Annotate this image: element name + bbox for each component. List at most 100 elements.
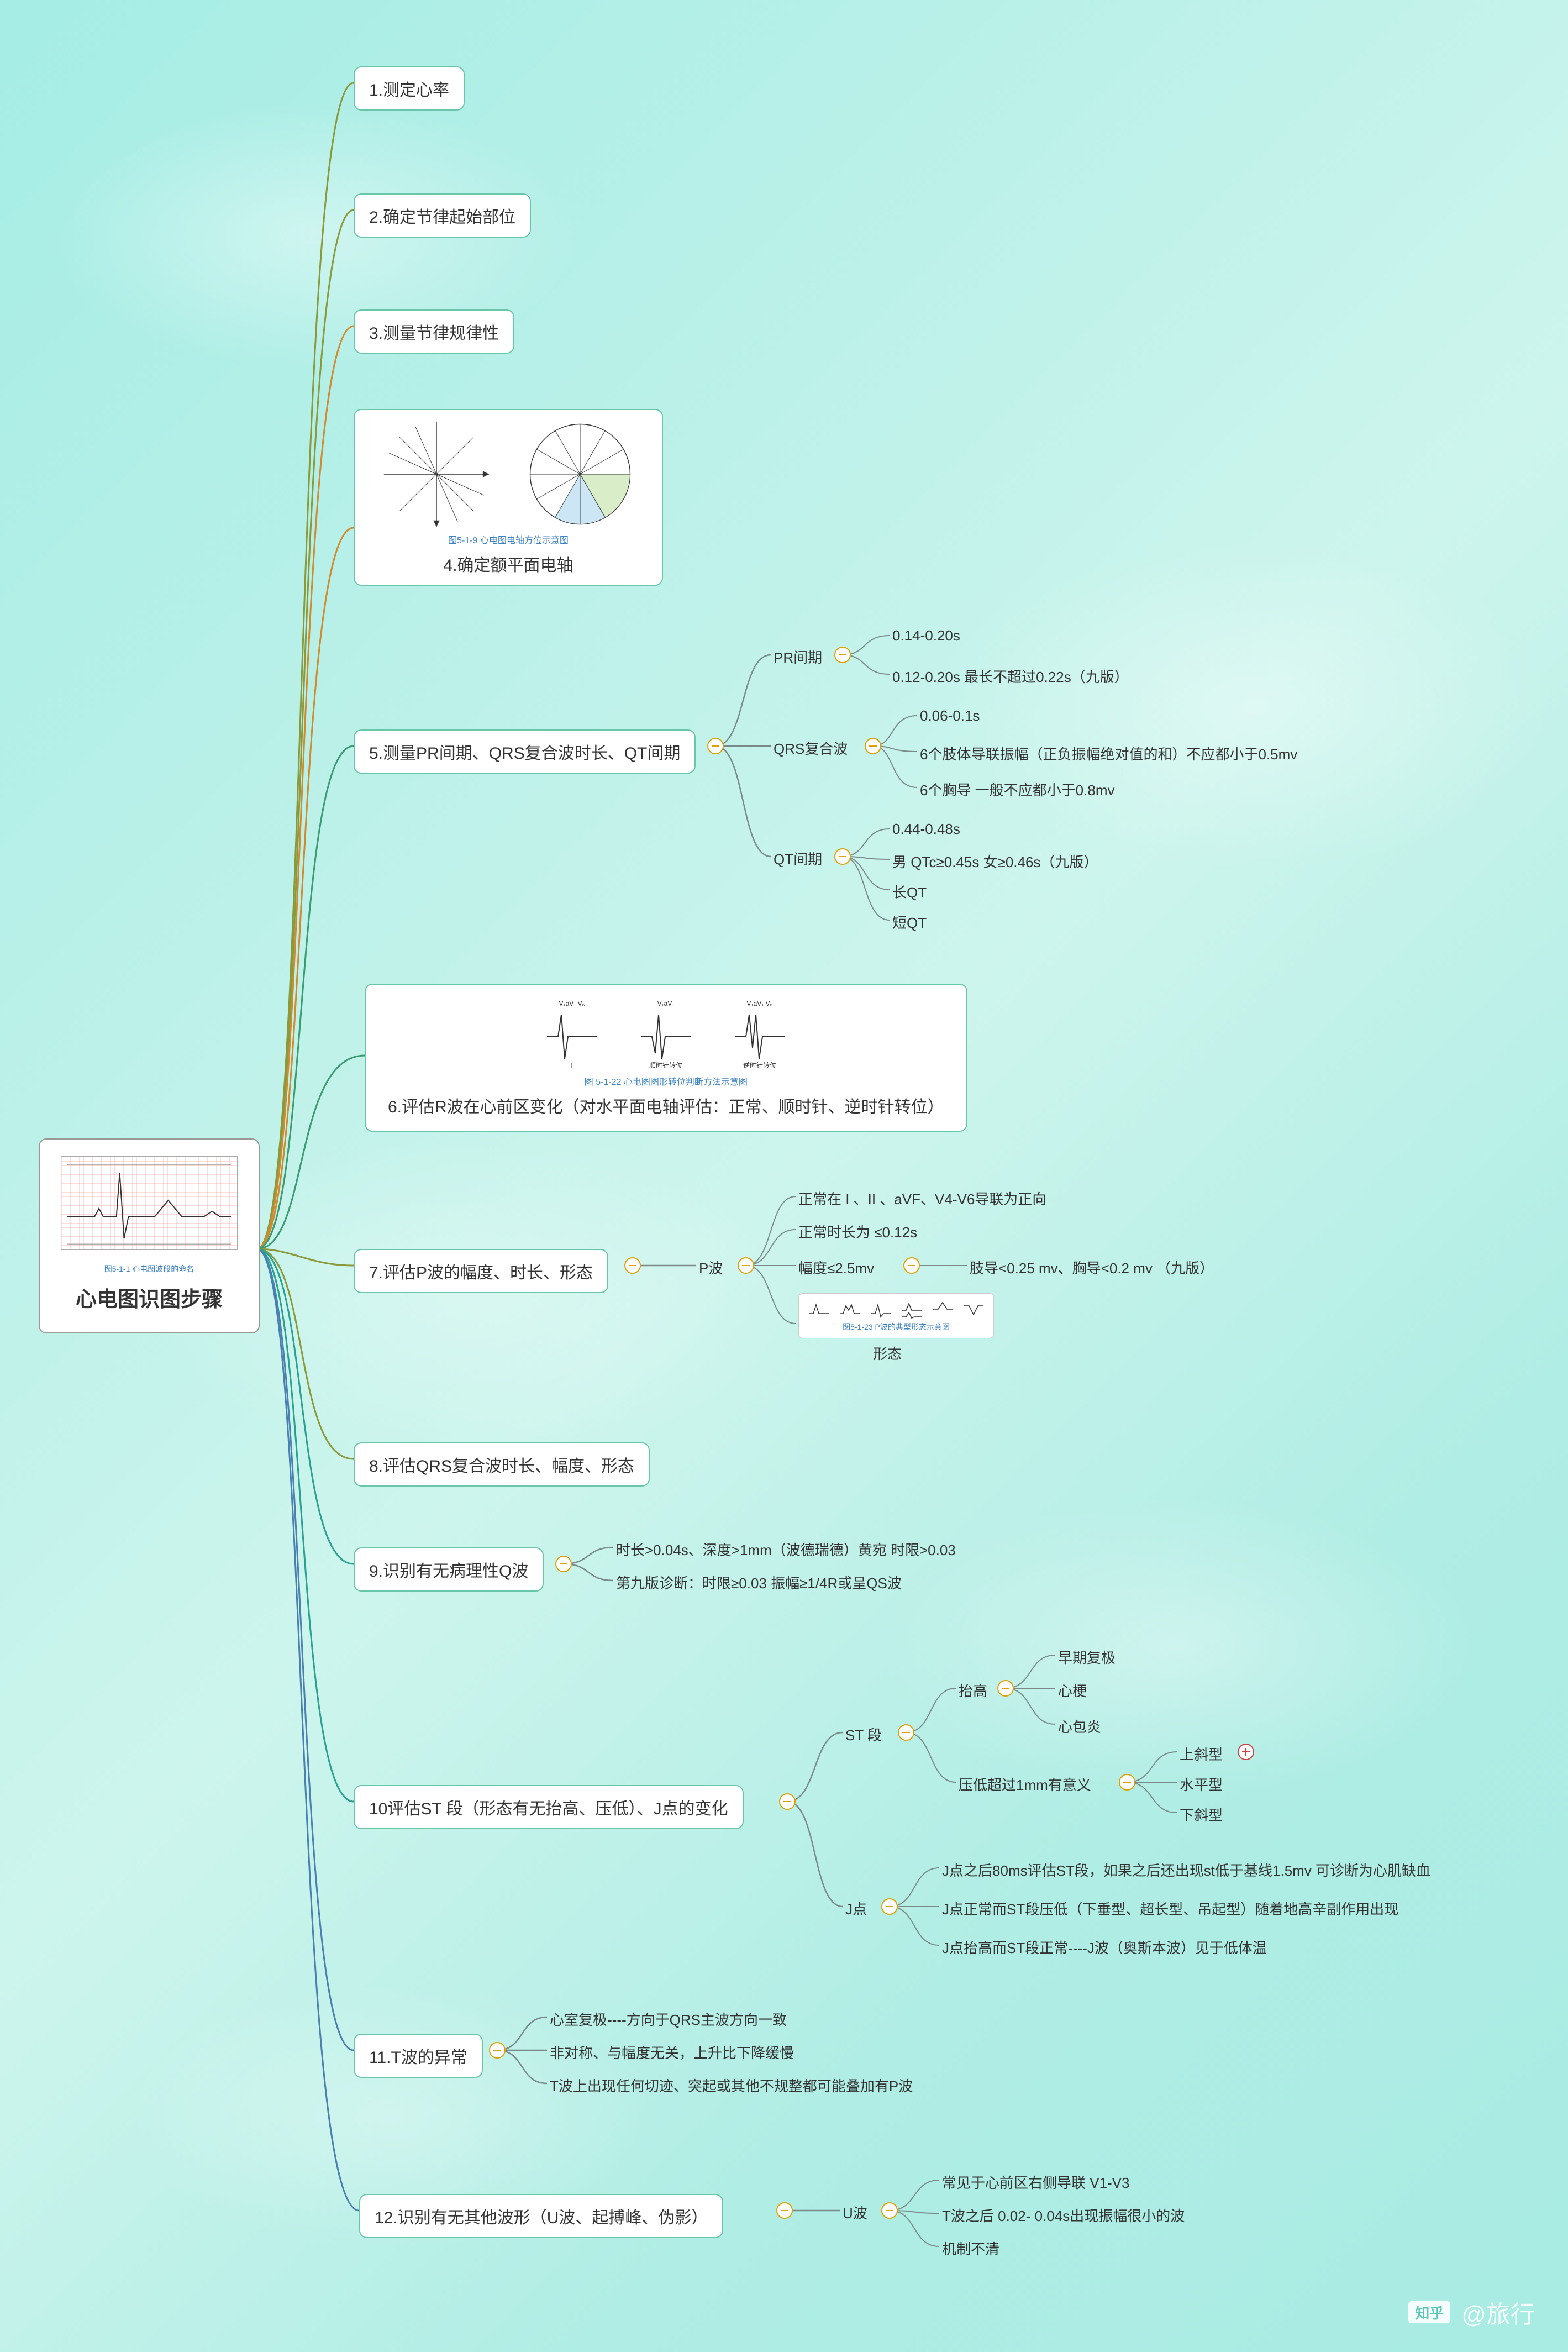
branch-9-toggle[interactable]: [555, 1556, 572, 1572]
sub10-st-up-2: 心包炎: [1058, 1716, 1101, 1736]
sub12-2: 机制不清: [942, 2238, 999, 2259]
axis-diagram-right: [525, 419, 635, 529]
svg-text:逆时针转位: 逆时针转位: [743, 1061, 776, 1069]
sub11-2: T波上出现任何切迹、突起或其他不规整都可能叠加有P波: [550, 2075, 913, 2096]
sub5-qt-2: 长QT: [892, 881, 927, 902]
branch-11: 11.T波的异常: [354, 2034, 483, 2078]
branch-7: 7.评估P波的幅度、时长、形态: [354, 1249, 608, 1293]
branch-4-caption: 图5-1-9 心电图电轴方位示意图: [369, 533, 648, 546]
sub7-amp-toggle[interactable]: [903, 1257, 920, 1274]
sub10-st-down-0-plus[interactable]: [1238, 1744, 1254, 1760]
sub5-qt-label: QT间期: [774, 848, 822, 869]
sub10-st-down-2: 下斜型: [1180, 1804, 1223, 1825]
svg-text:I: I: [571, 1062, 573, 1069]
sub5-qrs-toggle[interactable]: [865, 738, 881, 754]
transition-diagram-3: V₁aV₁ V₆ 逆时针转位: [729, 998, 790, 1070]
sub10-st-down-toggle[interactable]: [1119, 1774, 1135, 1791]
transition-diagram-2: V₁aV₁ 顺时针转位: [635, 998, 696, 1070]
root-node: 图5-1-1 心电图波段的命名 心电图识图步骤: [39, 1138, 260, 1334]
branch-10-label: 10评估ST 段（形态有无抬高、压低）、J点的变化: [369, 1800, 728, 1818]
branch-2-label: 2.确定节律起始部位: [369, 208, 515, 227]
sub10-st-up-0: 早期复极: [1058, 1647, 1116, 1667]
sub7-1: 正常时长为 ≤0.12s: [798, 1221, 917, 1242]
branch-9: 9.识别有无病理性Q波: [354, 1547, 544, 1592]
branch-10-toggle[interactable]: [779, 1793, 796, 1810]
sub7-shape-caption: 图5-1-23 P波的典型形态示意图: [808, 1321, 985, 1332]
branch-3: 3.测量节律规律性: [354, 309, 514, 354]
branch-4: 图5-1-9 心电图电轴方位示意图 4.确定额平面电轴: [354, 409, 663, 586]
branch-11-label: 11.T波的异常: [369, 2049, 467, 2067]
sub10-j-2: J点抬高而ST段正常----J波（奥斯本波）见于低体温: [942, 1937, 1267, 1957]
branch-12-label: 12.识别有无其他波形（U波、起搏峰、伪影）: [375, 2209, 708, 2227]
sub5-qrs-1: 6个肢体导联振幅（正负振幅绝对值的和）不应都小于0.5mv: [920, 743, 1297, 764]
sub5-pr-toggle[interactable]: [834, 647, 851, 663]
sub5-qt-0: 0.44-0.48s: [892, 821, 960, 838]
watermark: 知乎 @旅行: [1408, 2295, 1535, 2330]
sub10-st-down: 压低超过1mm有意义: [959, 1774, 1091, 1794]
branch-6-caption: 图 5-1-22 心电图图形转位判断方法示意图: [388, 1074, 944, 1088]
sub10-j-1: J点正常而ST段压低（下垂型、超长型、吊起型）随着地高辛副作用出现: [942, 1898, 1398, 1919]
sub12-label: U波: [843, 2202, 867, 2223]
sub5-qrs-0: 0.06-0.1s: [920, 707, 980, 725]
sub12-toggle[interactable]: [881, 2202, 898, 2219]
sub5-pr-0: 0.14-0.20s: [892, 627, 960, 644]
sub10-st-label: ST 段: [845, 1724, 882, 1745]
branch-9-label: 9.识别有无病理性Q波: [369, 1562, 528, 1581]
branch-8: 8.评估QRS复合波时长、幅度、形态: [354, 1442, 650, 1487]
axis-diagram-left: [381, 419, 492, 529]
sub5-qrs-label: QRS复合波: [774, 738, 848, 758]
sub9-0: 时长>0.04s、深度>1mm（波德瑞德）黄宛 时限>0.03: [616, 1539, 956, 1560]
svg-text:V₁aV₁: V₁aV₁: [657, 1000, 675, 1007]
branch-10: 10评估ST 段（形态有无抬高、压低）、J点的变化: [354, 1785, 744, 1829]
root-title: 心电图识图步骤: [51, 1282, 248, 1313]
sub10-st-down-0: 上斜型: [1180, 1744, 1223, 1764]
sub5-pr-1: 0.12-0.20s 最长不超过0.22s（九版）: [892, 666, 1129, 686]
sub7-shape-img: 图5-1-23 P波的典型形态示意图: [798, 1293, 994, 1338]
branch-8-label: 8.评估QRS复合波时长、幅度、形态: [369, 1457, 634, 1476]
branch-6: V₁aV₁ V₆ I V₁aV₁ 顺时针转位 V₁aV₁ V₆ 逆时针转位 图 5-1…: [365, 984, 967, 1132]
sub5-pr-label: PR间期: [774, 647, 822, 667]
sub11-0: 心室复极----方向于QRS主波方向一致: [550, 2009, 787, 2029]
branch-5-toggle[interactable]: [707, 738, 724, 754]
sub7-shape-label: 形态: [873, 1343, 902, 1363]
sub7-0: 正常在 I 、II 、aVF、V4-V6导联为正向: [798, 1188, 1046, 1209]
branch-6-label: 6.评估R波在心前区变化（对水平面电轴评估：正常、顺时针、逆时针转位）: [388, 1093, 944, 1117]
branch-7-label: 7.评估P波的幅度、时长、形态: [369, 1264, 593, 1282]
sub10-st-up-1: 心梗: [1058, 1680, 1087, 1700]
branch-12-toggle[interactable]: [776, 2202, 793, 2219]
svg-text:V₁aV₁ V₆: V₁aV₁ V₆: [559, 1000, 585, 1007]
sub10-st-up: 抬高: [959, 1680, 987, 1700]
branch-1-label: 1.测定心率: [369, 81, 449, 99]
sub5-qt-toggle[interactable]: [834, 848, 851, 865]
sub11-1: 非对称、与幅度无关，上升比下降缓慢: [550, 2042, 794, 2062]
root-caption: 图5-1-1 心电图波段的命名: [51, 1263, 248, 1274]
branch-1: 1.测定心率: [354, 66, 465, 111]
sub10-st-up-toggle[interactable]: [997, 1680, 1014, 1697]
sub5-qt-1: 男 QTc≥0.45s 女≥0.46s（九版）: [892, 851, 1098, 872]
branch-4-label: 4.确定额平面电轴: [369, 552, 648, 576]
sub10-st-toggle[interactable]: [898, 1724, 914, 1741]
sub9-1: 第九版诊断：时限≥0.03 振幅≥1/4R或呈QS波: [616, 1572, 902, 1593]
root-ecg-thumbnail: [61, 1156, 238, 1250]
branch-5: 5.测量PR间期、QRS复合波时长、QT间期: [354, 729, 696, 774]
branch-2: 2.确定节律起始部位: [354, 193, 531, 238]
sub10-st-down-1: 水平型: [1180, 1774, 1223, 1794]
sub10-j-toggle[interactable]: [881, 1898, 898, 1915]
branch-7-toggle[interactable]: [624, 1257, 641, 1274]
sub10-j-label: J点: [845, 1898, 867, 1919]
watermark-text: @旅行: [1461, 2295, 1535, 2330]
svg-text:顺时针转位: 顺时针转位: [649, 1061, 682, 1069]
sub12-0: 常见于心前区右侧导联 V1-V3: [942, 2172, 1130, 2192]
sub5-qt-3: 短QT: [892, 912, 927, 932]
branch-3-label: 3.测量节律规律性: [369, 324, 499, 343]
sub7-p-toggle[interactable]: [738, 1257, 754, 1274]
zhihu-logo: 知乎: [1408, 2301, 1450, 2323]
branch-12: 12.识别有无其他波形（U波、起搏峰、伪影）: [359, 2194, 723, 2238]
sub12-1: T波之后 0.02- 0.04s出现振幅很小的波: [942, 2205, 1185, 2225]
transition-diagram-1: V₁aV₁ V₆ I: [541, 998, 602, 1070]
branch-5-label: 5.测量PR间期、QRS复合波时长、QT间期: [369, 744, 680, 763]
svg-text:V₁aV₁ V₆: V₁aV₁ V₆: [747, 1000, 773, 1007]
branch-11-toggle[interactable]: [489, 2042, 506, 2059]
sub10-j-0: J点之后80ms评估ST段，如果之后还出现st低于基线1.5mv 可诊断为心肌缺…: [942, 1860, 1430, 1880]
sub5-qrs-2: 6个胸导 一般不应都小于0.8mv: [920, 779, 1115, 800]
